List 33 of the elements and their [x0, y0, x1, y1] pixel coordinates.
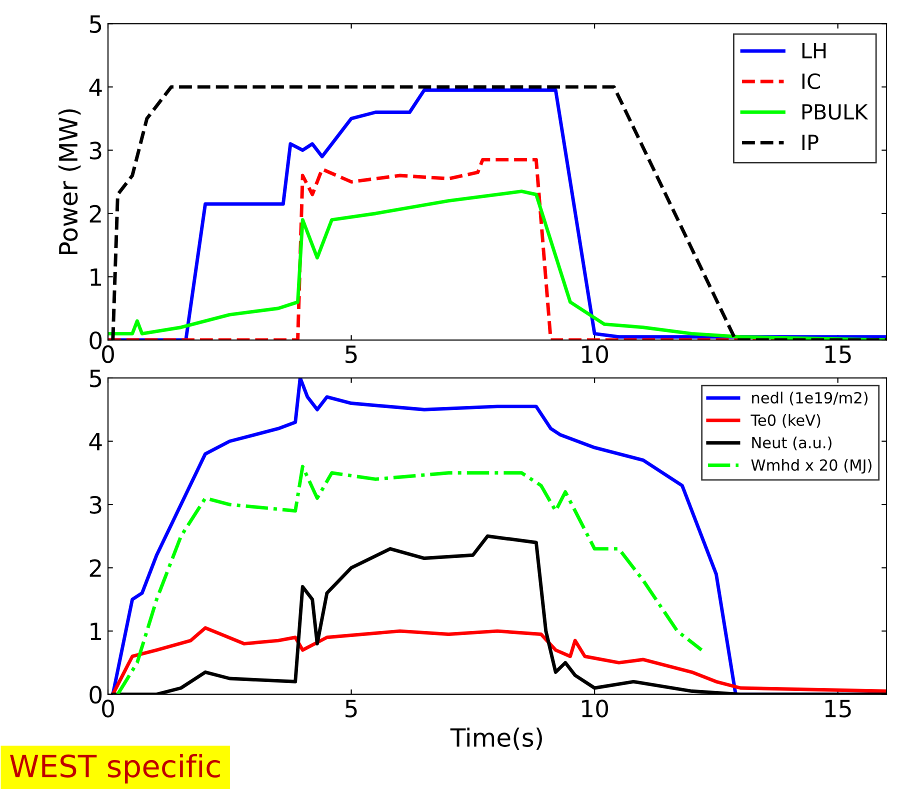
y-tick-label: 0 [90, 686, 102, 704]
y-tick-label: 2 [90, 559, 101, 577]
y-tick-label: 1 [90, 268, 101, 286]
y-tick-label: 1 [90, 622, 101, 640]
y-tick-label: 4 [89, 78, 102, 96]
y-tick-label: 3 [90, 142, 102, 160]
y-tick-label: 2 [90, 204, 101, 222]
legend-label: Neut (a.u.) [752, 436, 832, 450]
y-tick-label: 5 [90, 370, 102, 388]
legend-label: IP [802, 134, 818, 150]
legend-label: nedl (1e19/m2) [752, 392, 868, 406]
x-tick-label: 15 [825, 700, 851, 718]
x-tick-label: 0 [102, 345, 114, 364]
line-series [111, 626, 886, 694]
legend-label: IC [802, 73, 820, 90]
x-tick-label: 5 [346, 700, 357, 718]
line-series [116, 464, 704, 694]
legend-label: Te0 (keV) [750, 414, 820, 428]
x-tick-label: 5 [346, 346, 357, 364]
x-tick-label: 15 [825, 346, 851, 364]
legend-label: PBULK [802, 104, 868, 120]
y-tick-label: 3 [90, 496, 102, 514]
x-axis-title: Time(s) [450, 728, 542, 750]
y-tick-label: 5 [90, 15, 102, 33]
y-axis-title: Power (MW) [58, 109, 81, 254]
x-tick-label: 10 [582, 345, 608, 364]
legend-label: LH [802, 43, 826, 58]
x-tick-label: 10 [582, 700, 608, 718]
y-tick-label: 0 [90, 331, 102, 350]
y-tick-label: 4 [89, 433, 102, 450]
text: WEST specific [10, 754, 220, 784]
legend-label: Wmhd x 20 (MJ) [751, 459, 872, 474]
x-tick-label: 0 [102, 700, 114, 718]
